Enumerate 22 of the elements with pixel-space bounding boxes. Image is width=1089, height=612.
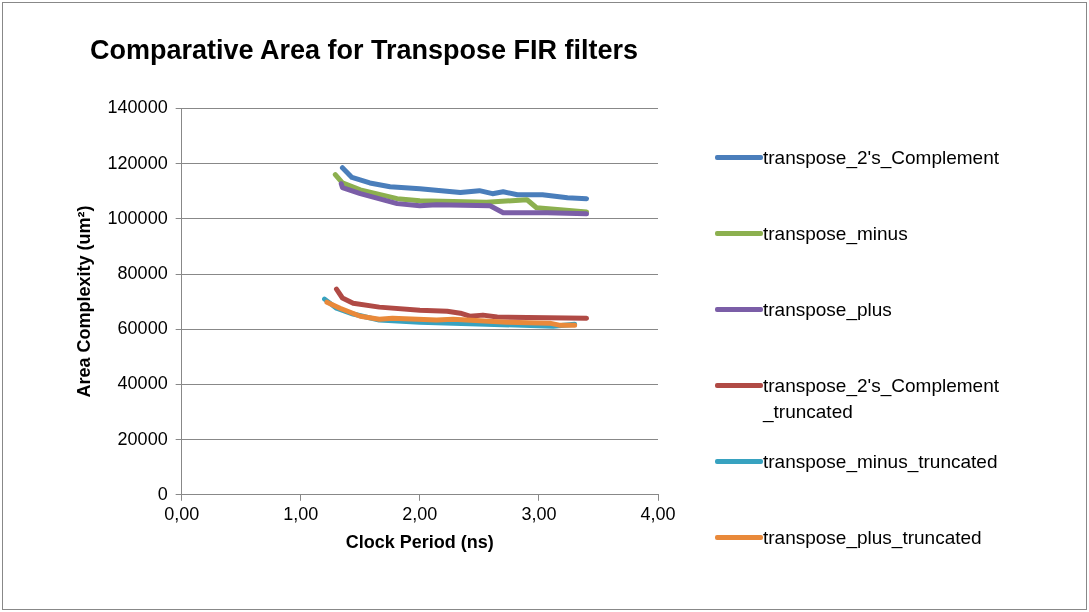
x-tick-label: 0,00	[164, 503, 200, 524]
x-axis-title: Clock Period (ns)	[345, 532, 494, 553]
x-tick-label: 1,00	[283, 503, 319, 524]
x-tick-label: 2,00	[402, 503, 438, 524]
y-axis-title: Area Complexity (um²)	[73, 205, 94, 398]
legend-label: transpose_plus	[763, 298, 893, 323]
legend-label: transpose_minus_truncated	[763, 450, 999, 475]
y-tick-label: 140000	[107, 97, 168, 118]
x-tick-label: 4,00	[640, 503, 676, 524]
chart-title: Comparative Area for Transpose FIR filters	[89, 34, 639, 65]
y-tick-label: 120000	[107, 152, 168, 173]
y-tick-label: 20000	[117, 428, 168, 449]
legend-label: transpose_2's_Complement	[763, 146, 1000, 171]
legend-label: transpose_minus	[763, 222, 909, 247]
x-tick-label: 3,00	[521, 503, 557, 524]
y-tick-label: 0	[157, 483, 168, 504]
legend-label: transpose_plus_truncated	[763, 526, 983, 551]
y-tick-label: 40000	[117, 373, 168, 394]
y-tick-label: 100000	[107, 207, 168, 228]
y-tick-label: 80000	[117, 262, 168, 283]
legend-label: transpose_2's_Complement_truncated	[763, 374, 1000, 425]
y-tick-label: 60000	[117, 318, 168, 339]
